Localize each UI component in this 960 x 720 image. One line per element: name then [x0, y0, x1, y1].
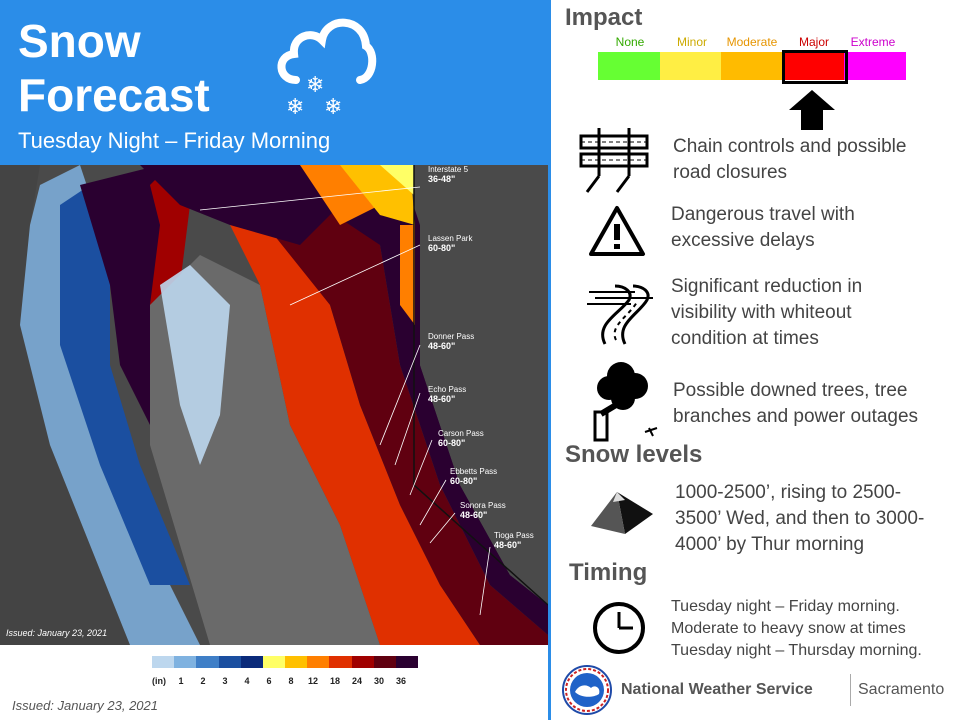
legend-tick: 1	[178, 676, 184, 686]
legend-swatch	[196, 656, 219, 668]
map-label-interstate-5: Interstate 5 36-48"	[428, 165, 469, 184]
map-issued-label: Issued: January 23, 2021	[6, 628, 108, 638]
snow-cloud-icon: ❄ ❄ ❄	[277, 18, 377, 118]
impact-selected-box	[782, 50, 848, 84]
legend-swatch	[329, 656, 352, 668]
legend-swatch	[285, 656, 308, 668]
impact-item-4-text: Possible downed trees, tree branches and…	[673, 380, 919, 427]
legend-swatch	[174, 656, 197, 668]
right-panel: Impact None Minor Moderate Major Extreme…	[551, 0, 960, 720]
nws-logo-icon	[562, 665, 612, 715]
svg-text:❄: ❄	[306, 73, 324, 98]
snowfall-map: Interstate 5 36-48" Lassen Park 60-80" Don…	[0, 165, 548, 645]
clock-icon	[593, 602, 645, 654]
impact-heading: Impact	[565, 4, 643, 31]
impact-item-3-text: Significant reduction in visibility with…	[671, 276, 863, 349]
nws-footer: National Weather Service Sacramento	[561, 664, 951, 716]
legend-swatch	[395, 656, 419, 668]
nws-separator	[850, 674, 851, 706]
impact-swatch-moderate	[721, 52, 783, 80]
left-panel: Snow Forecast Tuesday Night – Friday Mor…	[0, 0, 548, 713]
impact-scale-bar	[598, 52, 906, 80]
title-line-1: Snow	[18, 15, 141, 67]
svg-text:❄: ❄	[324, 95, 342, 118]
page-subtitle: Tuesday Night – Friday Morning	[18, 128, 331, 153]
map-label-echo-pass: Echo Pass 48-60"	[428, 385, 467, 404]
title-line-2: Forecast	[18, 69, 210, 121]
map-label-tioga-pass: Tioga Pass 48-60"	[494, 531, 534, 550]
map-label-carson-pass: Carson Pass 60-80"	[438, 429, 484, 448]
legend-color-bar	[152, 656, 419, 668]
snow-legend: (in) 1 2 3 4 6 8 12 18 24 30 36	[148, 656, 419, 694]
impact-swatch-none	[598, 52, 660, 80]
impact-level-minor: Minor	[676, 35, 707, 49]
issued-date: Issued: January 23, 2021	[12, 698, 158, 713]
timing-text: Tuesday night – Friday morning. Moderate…	[671, 598, 922, 659]
svg-text:❄: ❄	[286, 95, 304, 118]
legend-tick: 30	[373, 676, 384, 686]
legend-swatch	[351, 656, 374, 668]
legend-tick: 2	[200, 676, 206, 686]
downed-tree-icon	[593, 362, 658, 442]
legend-tick: 3	[222, 676, 228, 686]
legend-tick: 8	[288, 676, 294, 686]
impact-level-major: Major	[798, 35, 829, 49]
legend-tick: 4	[244, 676, 250, 686]
impact-swatch-extreme	[844, 52, 906, 80]
map-label-lassen-park: Lassen Park 60-80"	[428, 234, 473, 253]
legend-swatch	[240, 656, 263, 668]
snowfall-map-graphic	[0, 165, 548, 645]
mountain-icon	[591, 492, 653, 534]
legend-tick: 36	[395, 676, 406, 686]
legend-swatch	[262, 656, 286, 668]
impact-swatch-major	[782, 52, 845, 80]
nws-agency-name: National Weather Service	[621, 681, 813, 698]
map-label-sonora-pass: Sonora Pass 48-60"	[460, 501, 506, 520]
map-label-ebbetts-pass: Ebbetts Pass 60-80"	[450, 467, 498, 486]
warning-icon	[589, 206, 645, 256]
impact-swatch-minor	[659, 52, 722, 80]
nws-office-name: Sacramento	[858, 681, 945, 698]
impact-item-2-text: Dangerous travel with excessive delays	[671, 204, 855, 251]
legend-swatch	[152, 656, 175, 668]
arrow-up-icon	[789, 90, 835, 130]
impact-level-moderate: Moderate	[726, 35, 778, 49]
map-label-donner-pass: Donner Pass 48-60"	[428, 332, 475, 351]
snow-levels-heading: Snow levels	[565, 441, 703, 468]
legend-unit: (in)	[152, 676, 166, 686]
impact-level-none: None	[615, 35, 645, 49]
legend-tick: 6	[266, 676, 272, 686]
legend-swatch	[218, 656, 241, 668]
impact-item-1-text: Chain controls and possible road closure…	[673, 136, 907, 183]
timing-heading: Timing	[569, 559, 648, 586]
header-banner: Snow Forecast Tuesday Night – Friday Mor…	[0, 0, 548, 165]
whiteout-road-icon	[587, 284, 653, 345]
page-title: Snow Forecast	[18, 14, 210, 122]
snow-levels-text: 1000-2500’, rising to 2500- 3500’ Wed, a…	[675, 482, 925, 555]
legend-tick: 12	[307, 676, 318, 686]
legend-tick: 24	[351, 676, 362, 686]
panel-divider	[548, 0, 551, 720]
legend-labels: (in) 1 2 3 4 6 8 12 18 24 30 36	[148, 676, 418, 686]
road-closure-icon	[579, 128, 649, 193]
legend-swatch	[307, 656, 330, 668]
legend-tick: 18	[329, 676, 340, 686]
impact-level-extreme: Extreme	[850, 35, 896, 49]
legend-swatch	[373, 656, 396, 668]
